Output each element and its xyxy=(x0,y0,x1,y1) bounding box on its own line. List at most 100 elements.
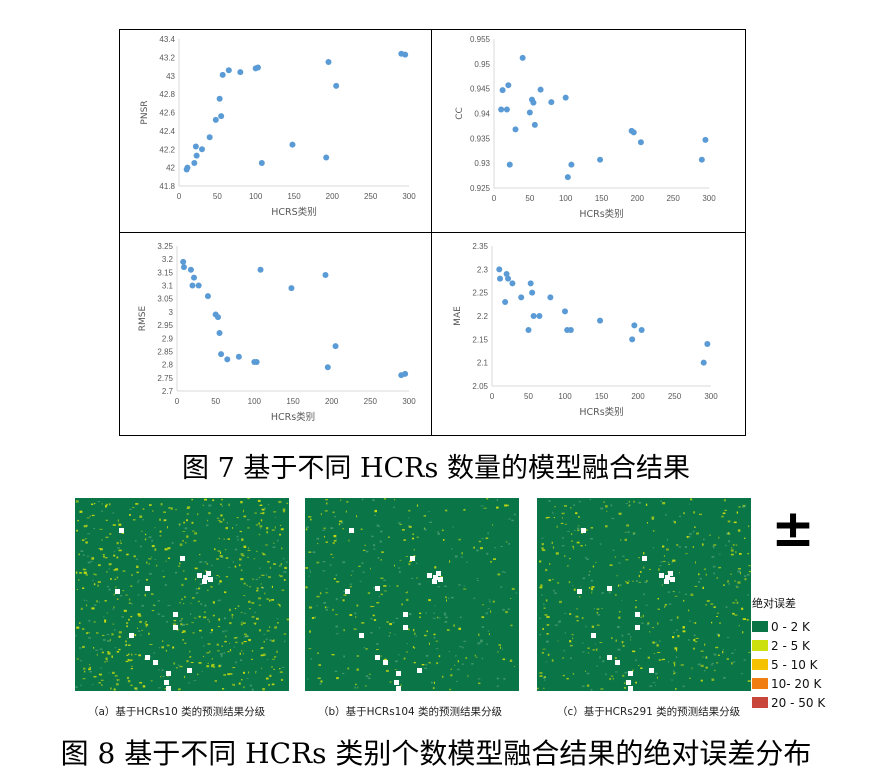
data-point xyxy=(629,336,636,343)
data-point xyxy=(288,285,295,292)
x-tick-label: 0 xyxy=(490,392,495,401)
light-patches xyxy=(539,498,750,691)
data-point xyxy=(254,64,261,71)
x-axis-title: HCRs类别 xyxy=(579,406,623,418)
x-tick-label: 300 xyxy=(704,392,718,401)
data-point xyxy=(204,293,211,300)
y-axis-title: CC xyxy=(455,107,465,120)
data-point xyxy=(402,370,409,377)
x-tick-label: 250 xyxy=(364,397,378,406)
data-point xyxy=(505,275,512,282)
legend-swatch xyxy=(752,697,768,708)
legend-swatch xyxy=(752,640,768,651)
pnsr-chart: 41.8 42 42.2 42.4 42.6 42.8 43 43.2 43.4 0 50 100 15… xyxy=(140,35,416,218)
data-point xyxy=(630,129,637,136)
data-point xyxy=(530,99,537,106)
figure8-caption: 图 8 基于不同 HCRs 类别个数模型融合结果的绝对误差分布 xyxy=(60,737,812,770)
map-caption-b: （b）基于HCRs104 类的预测结果分级 xyxy=(318,706,503,718)
x-tick-label: 50 xyxy=(211,397,220,406)
map-background xyxy=(75,498,289,691)
data-point xyxy=(497,275,504,282)
y-tick-label: 3.15 xyxy=(157,268,173,277)
data-point xyxy=(191,160,198,167)
rmse-chart: 2.7 2.75 2.8 2.85 2.9 2.95 3 3.05 3.1 3.15 3.2 3.25… xyxy=(138,242,416,423)
y-tick-label: 41.8 xyxy=(159,182,175,191)
data-point xyxy=(568,161,575,168)
y-tick-label: 0.935 xyxy=(470,134,491,143)
data-point xyxy=(496,266,503,273)
y-tick-label: 2.8 xyxy=(162,361,174,370)
data-point xyxy=(184,164,191,171)
data-point xyxy=(519,54,526,61)
y-tick-label: 0.945 xyxy=(470,85,491,94)
y-tick-label: 2.95 xyxy=(157,321,173,330)
legend-label: 20 - 50 K xyxy=(771,695,826,710)
figure7-caption: 图 7 基于不同 HCRs 数量的模型融合结果 xyxy=(182,453,690,484)
cc-chart: 0.925 0.93 0.935 0.94 0.945 0.95 0.955 0 50 100 15… xyxy=(455,35,716,220)
data-point xyxy=(502,299,509,305)
figure7-chart-grid: 41.8 42 42.2 42.4 42.6 42.8 43 43.2 43.4 0 50 100 15… xyxy=(119,29,746,436)
data-point xyxy=(704,341,711,347)
x-tick-label: 250 xyxy=(668,392,682,401)
y-tick-label: 2.15 xyxy=(472,335,488,344)
y-tick-label: 0.94 xyxy=(474,110,490,119)
y-tick-label: 2.9 xyxy=(162,334,174,343)
data-point xyxy=(525,327,532,333)
data-point xyxy=(531,121,538,128)
error-map-a xyxy=(75,498,289,691)
y-tick-label: 43.4 xyxy=(159,35,175,44)
data-point xyxy=(216,330,223,336)
data-point xyxy=(257,266,264,273)
x-tick-label: 150 xyxy=(595,392,609,401)
y-tick-label: 2.1 xyxy=(477,359,489,368)
x-axis-title: HCRs类别 xyxy=(579,208,623,220)
y-tick-label: 0.925 xyxy=(470,184,491,193)
y-tick-label: 0.95 xyxy=(474,60,490,69)
data-point xyxy=(529,289,536,296)
data-point xyxy=(325,58,332,65)
y-tick-label: 2.85 xyxy=(157,347,173,356)
x-tick-label: 200 xyxy=(325,397,339,406)
x-tick-label: 300 xyxy=(402,192,416,201)
data-point xyxy=(322,272,329,278)
legend-item: 0 - 2 K xyxy=(752,617,868,636)
x-tick-label: 250 xyxy=(364,192,378,201)
y-axis-title: RMSE xyxy=(138,305,148,331)
legend-label: 5 - 10 K xyxy=(771,657,818,672)
mae-chart: 2.05 2.1 2.15 2.2 2.25 2.3 2.35 0 50 100 150 200 250… xyxy=(453,242,718,418)
x-tick-label: 50 xyxy=(525,194,534,203)
x-tick-label: 150 xyxy=(287,192,301,201)
data-point xyxy=(597,317,604,324)
data-point xyxy=(192,143,199,150)
y-tick-label: 0.93 xyxy=(474,159,490,168)
x-tick-label: 250 xyxy=(666,194,680,203)
light-patches xyxy=(75,501,288,691)
y-tick-label: 2.2 xyxy=(477,312,489,321)
data-point xyxy=(562,94,569,101)
data-point xyxy=(332,343,339,350)
data-point xyxy=(530,313,537,319)
data-point xyxy=(702,136,709,143)
map-caption-c: （c）基于HCRs291 类的预测结果分级 xyxy=(557,706,741,718)
nodata-squares xyxy=(345,528,443,691)
data-point xyxy=(189,282,196,289)
data-point xyxy=(258,160,265,167)
legend-label: 2 - 5 K xyxy=(771,638,810,653)
data-point xyxy=(698,156,705,163)
data-point xyxy=(199,146,205,153)
x-tick-label: 100 xyxy=(249,192,263,201)
data-point xyxy=(505,82,512,89)
y-tick-label: 3.1 xyxy=(162,282,174,291)
x-tick-label: 0 xyxy=(177,192,182,201)
map-caption-a: （a）基于HCRs10 类的预测结果分级 xyxy=(88,706,266,718)
data-point xyxy=(180,264,187,271)
data-point xyxy=(637,139,644,146)
y-tick-label: 42.2 xyxy=(159,145,175,154)
data-point xyxy=(547,294,554,301)
data-point xyxy=(235,353,242,360)
legend-swatch xyxy=(752,659,768,670)
error-map-c xyxy=(537,498,751,691)
data-point xyxy=(206,134,213,141)
data-point xyxy=(212,116,219,123)
data-point xyxy=(402,51,409,58)
